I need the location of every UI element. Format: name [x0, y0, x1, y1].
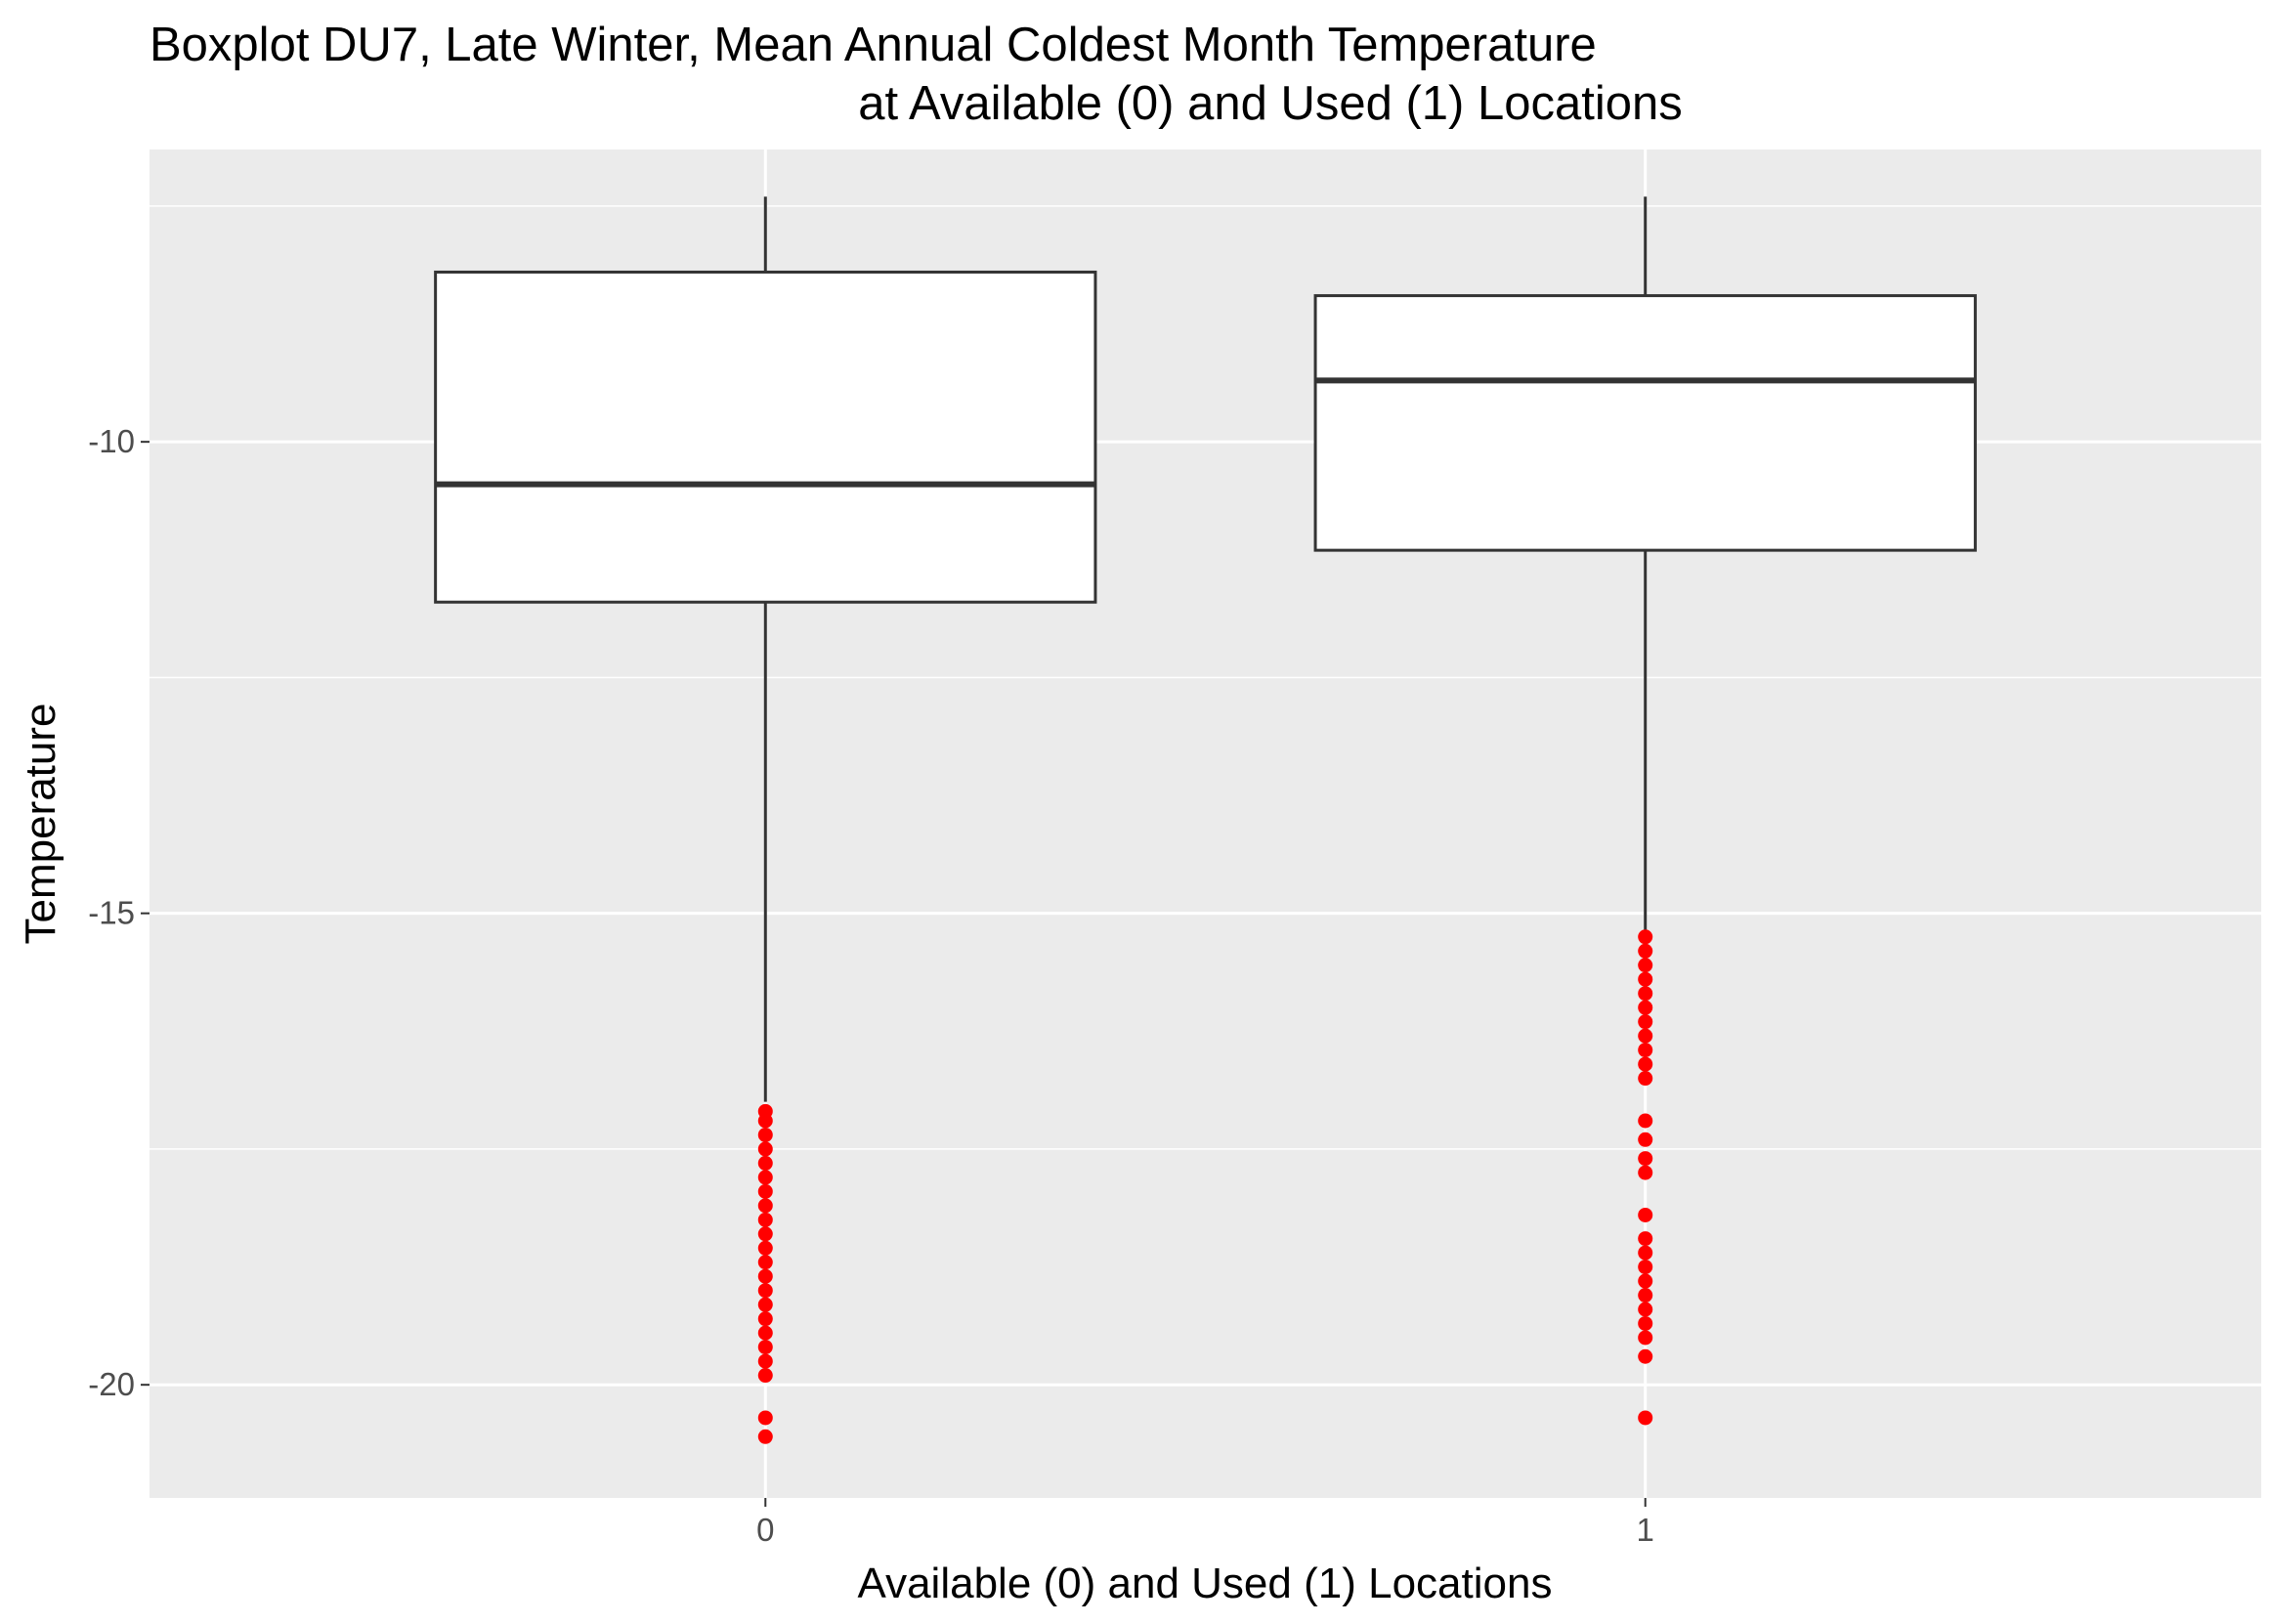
outlier-point [757, 1212, 773, 1227]
outlier-point [757, 1297, 773, 1312]
outlier-point [1638, 1288, 1653, 1303]
outlier-point [1638, 1315, 1653, 1331]
x-axis-title: Available (0) and Used (1) Locations [858, 1560, 1553, 1607]
chart-title: Boxplot DU7, Late Winter, Mean Annual Co… [150, 19, 1597, 71]
outlier-point [1638, 1330, 1653, 1346]
outlier-point [1638, 1245, 1653, 1261]
outlier-point [757, 1325, 773, 1341]
x-tick-label: 0 [756, 1512, 774, 1548]
outlier-point [1638, 1113, 1653, 1129]
outlier-point [1638, 1231, 1653, 1247]
outlier-point [757, 1340, 773, 1355]
y-tick-label: -10 [88, 423, 135, 459]
outlier-point [1638, 1260, 1653, 1275]
box-iqr [434, 270, 1097, 604]
outlier-point [1638, 1028, 1653, 1044]
y-axis-title: Temperature [17, 703, 64, 944]
outlier-point [1638, 1348, 1653, 1364]
outlier-point [1638, 1000, 1653, 1015]
x-tick-label: 1 [1637, 1512, 1654, 1548]
box-layer [434, 196, 1977, 1102]
outlier-point [757, 1113, 773, 1129]
outlier-point [757, 1240, 773, 1256]
outlier-point [757, 1429, 773, 1444]
y-tick-label: -15 [88, 895, 135, 931]
outlier-point [757, 1198, 773, 1214]
outlier-point [757, 1283, 773, 1299]
axis-layer: -10 -15 -20 0 1 [88, 423, 1654, 1548]
box-iqr [1313, 294, 1977, 552]
chart-subtitle: at Available (0) and Used (1) Locations [858, 77, 1682, 130]
outlier-point [1638, 1132, 1653, 1147]
outlier-point [1638, 1273, 1653, 1289]
outlier-point [1638, 1014, 1653, 1030]
outlier-point [757, 1255, 773, 1270]
outlier-point [757, 1368, 773, 1384]
outlier-layer [757, 929, 1653, 1444]
outlier-point [1638, 1056, 1653, 1072]
outlier-point [1638, 971, 1653, 987]
outlier-point [757, 1226, 773, 1242]
outlier-point [1638, 943, 1653, 959]
outlier-point [757, 1183, 773, 1199]
outlier-point [1638, 958, 1653, 973]
outlier-point [757, 1410, 773, 1426]
outlier-point [1638, 1410, 1653, 1426]
y-tick-label: -20 [88, 1366, 135, 1402]
outlier-point [1638, 1207, 1653, 1222]
outlier-point [757, 1127, 773, 1142]
outlier-point [1638, 986, 1653, 1002]
outlier-point [757, 1311, 773, 1327]
outlier-point [757, 1268, 773, 1284]
outlier-point [1638, 929, 1653, 945]
outlier-point [1638, 1043, 1653, 1058]
outlier-point [757, 1170, 773, 1185]
outlier-point [757, 1141, 773, 1157]
outlier-point [1638, 1302, 1653, 1317]
outlier-point [1638, 1151, 1653, 1167]
outlier-point [1638, 1071, 1653, 1087]
outlier-point [1638, 1165, 1653, 1180]
outlier-point [757, 1155, 773, 1171]
outlier-point [757, 1353, 773, 1369]
